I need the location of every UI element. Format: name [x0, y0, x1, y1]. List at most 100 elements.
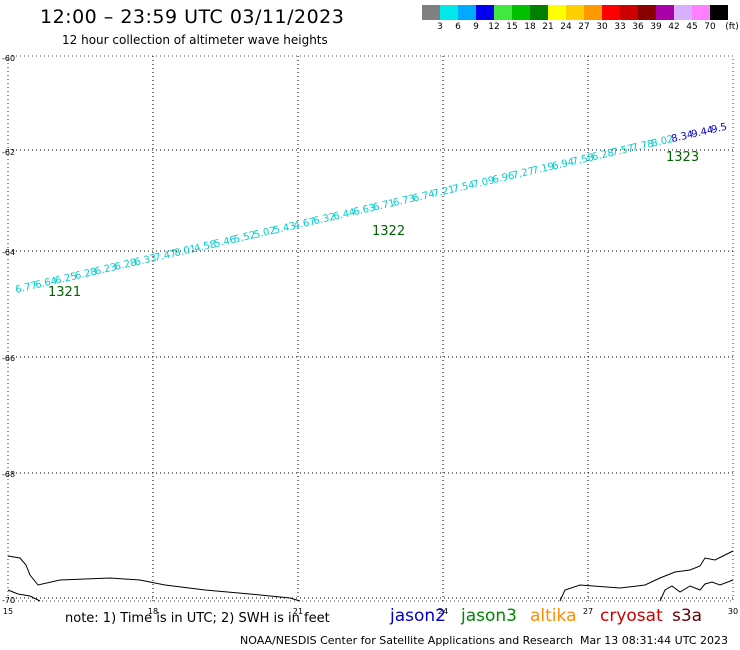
longitude-label: 24 — [438, 607, 448, 616]
longitude-label: 15 — [3, 607, 13, 616]
scale-tick-label: 21 — [542, 22, 554, 32]
map-grid — [7, 55, 734, 602]
legend-cryosat: cryosat — [600, 606, 663, 626]
pass-number-label: 1322 — [372, 224, 405, 239]
latitude-label: -64 — [2, 248, 15, 257]
scale-tick-label: 30 — [596, 22, 608, 32]
swh-value-label: 5.52 — [233, 230, 257, 246]
map-frame — [7, 55, 734, 602]
swh-value-label: 6.73 — [392, 193, 416, 209]
scale-tick-label: 33 — [614, 22, 626, 32]
scale-tick-label: 18 — [524, 22, 536, 32]
latitude-label: -62 — [2, 148, 15, 157]
swh-value-label: 7.21 — [432, 184, 456, 200]
swh-value-label: 6.64 — [34, 276, 58, 292]
longitude-label: 18 — [148, 607, 158, 616]
altimeter-track: 6.776.646.256.286.236.286.337.478.014.58… — [14, 122, 728, 300]
scale-tick-label: 70 — [704, 22, 716, 32]
pass-number-label: 1323 — [666, 150, 699, 165]
swh-value-label: 6.28 — [74, 267, 98, 283]
longitude-label: 27 — [583, 607, 593, 616]
legend-altika: altika — [530, 606, 577, 626]
scale-swatch — [422, 5, 440, 20]
longitude-label: 21 — [293, 607, 303, 616]
coastline-east-shelf — [659, 579, 734, 602]
swh-value-label: 9.44 — [690, 125, 714, 141]
scale-tick-label: 42 — [668, 22, 680, 32]
swh-value-label: 6.94 — [551, 157, 575, 173]
swh-value-label: 4.67 — [293, 216, 317, 232]
swh-value-label: 8.34 — [670, 129, 694, 145]
scale-unit-label: (ft) — [725, 22, 739, 32]
scale-tick-label: 3 — [437, 22, 443, 32]
swh-value-label: 7.54 — [452, 180, 476, 196]
scale-swatch — [584, 5, 602, 20]
swh-value-label: 7.19 — [531, 161, 555, 177]
swh-value-label: 7.58 — [571, 152, 595, 168]
coastline-inlet — [7, 589, 41, 602]
swh-value-label: 6.33 — [134, 253, 158, 269]
scale-swatch — [494, 5, 512, 20]
page-subtitle: 12 hour collection of altimeter wave hei… — [62, 33, 328, 47]
legend-jason3: jason3 — [461, 606, 517, 626]
swh-value-label: 6.28 — [591, 148, 615, 164]
swh-value-label: 4.58 — [193, 239, 217, 255]
scale-swatch — [656, 5, 674, 20]
longitude-label: 30 — [728, 607, 738, 616]
scale-swatch — [692, 5, 710, 20]
scale-swatch — [674, 5, 692, 20]
latitude-label: -70 — [2, 596, 15, 605]
footer-credit: NOAA/NESDIS Center for Satellite Applica… — [240, 634, 574, 647]
swh-value-label: 5.02 — [253, 225, 277, 241]
swh-value-label: 6.44 — [332, 207, 356, 223]
page-title: 12:00 – 23:59 UTC 03/11/2023 — [40, 6, 345, 28]
map-axis-labels: -60 -62 -64 -66 -68 -70 15 18 21 24 27 30 — [2, 54, 738, 616]
scale-tick-label: 27 — [578, 22, 590, 32]
scale-swatch — [566, 5, 584, 20]
swh-value-label: 6.74 — [412, 189, 436, 205]
scale-swatch — [620, 5, 638, 20]
latitude-label: -66 — [2, 354, 15, 363]
swh-value-label: 6.71 — [372, 198, 396, 214]
legend-s3a: s3a — [672, 606, 703, 626]
scale-tick-label: 12 — [488, 22, 500, 32]
swh-value-label: 6.23 — [94, 262, 118, 278]
scale-swatch — [548, 5, 566, 20]
swh-value-label: 6.77 — [14, 280, 38, 296]
swh-value-label: 6.63 — [352, 203, 376, 219]
scale-tick-label: 6 — [455, 22, 461, 32]
legend-jason2: jason2 — [390, 606, 446, 626]
swh-value-label: 7.78 — [631, 139, 655, 155]
swh-value-label: 6.32 — [313, 212, 337, 228]
swh-value-label: 6.28 — [114, 257, 138, 273]
scale-tick-label: 36 — [632, 22, 644, 32]
latitude-label: -68 — [2, 470, 15, 479]
scale-tick-label: 24 — [560, 22, 572, 32]
scale-tick-label: 45 — [686, 22, 698, 32]
swh-value-label: 6.96 — [492, 171, 516, 187]
scale-tick-label: 39 — [650, 22, 662, 32]
scale-swatch — [440, 5, 458, 20]
swh-value-label: 9.5 — [710, 122, 728, 136]
scale-swatch — [458, 5, 476, 20]
swh-value-label: 8.01 — [173, 244, 197, 260]
scale-swatch — [530, 5, 548, 20]
footer-timestamp: Mar 13 08:31:44 UTC 2023 — [580, 634, 728, 647]
scale-swatch — [476, 5, 494, 20]
scale-swatch — [602, 5, 620, 20]
latitude-label: -60 — [2, 54, 15, 63]
swh-value-label: 7.09 — [472, 175, 496, 191]
swh-value-label: 5.46 — [213, 235, 237, 251]
swh-value-label: 7.27 — [511, 166, 535, 182]
coastline-east — [559, 550, 734, 602]
scale-tick-label: 15 — [506, 22, 518, 32]
swh-value-label: 7.47 — [153, 248, 177, 264]
scale-swatch — [710, 5, 728, 20]
scale-swatch — [512, 5, 530, 20]
pass-number-label: 1321 — [48, 285, 81, 300]
scale-swatch — [638, 5, 656, 20]
scale-tick-label: 9 — [473, 22, 479, 32]
swh-value-label: 7.57 — [611, 143, 635, 159]
antarctic-coastline — [7, 550, 734, 602]
